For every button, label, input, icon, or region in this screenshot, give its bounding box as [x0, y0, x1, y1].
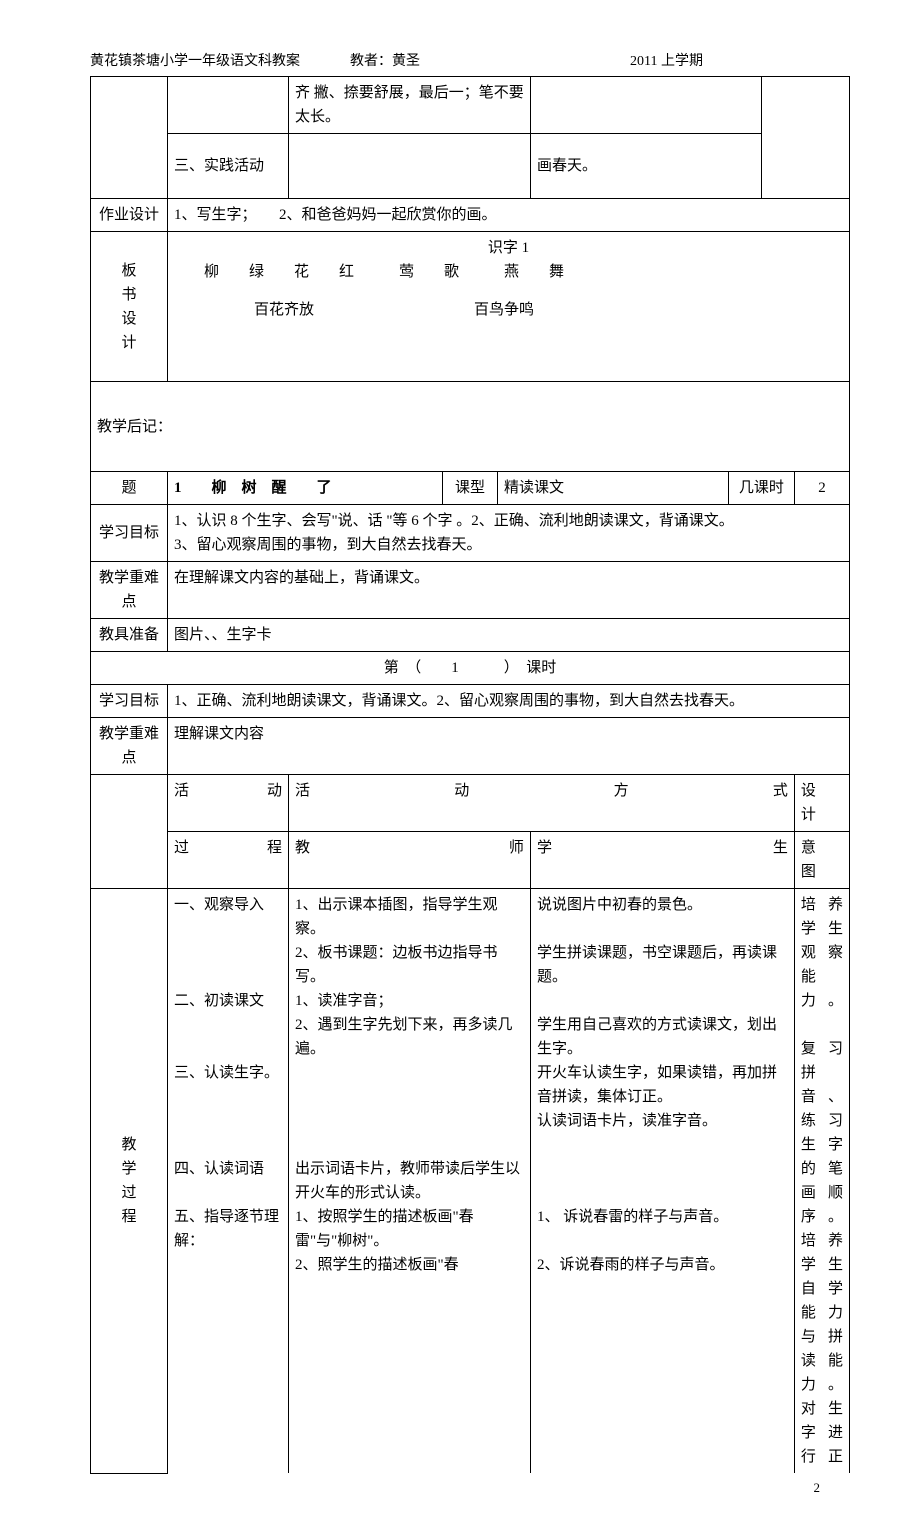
page-container: 黄花镇茶塘小学一年级语文科教案 教者：黄圣 2011 上学期 齐 撇、捺要舒展，…	[0, 0, 920, 1526]
teacher-cell: 齐 撇、捺要舒展，最后一；笔不要太长。	[289, 77, 531, 134]
period-header: 第 （ 1 ） 课时	[91, 652, 850, 685]
keypoint-value: 在理解课文内容的基础上，背诵课文。	[167, 562, 849, 619]
title-value: 1 柳 树 醒 了	[167, 472, 442, 505]
h-activity: 活 动	[167, 775, 288, 832]
keypoint-label: 教学重难 点	[91, 562, 168, 619]
pgoal-value: 1、正确、流利地朗读课文，背诵课文。2、留心观察周围的事物，到大自然去找春天。	[167, 685, 849, 718]
board-content: 识字 1 柳 绿 花 红 莺 歌 燕 舞 百花齐放 百鸟争鸣	[168, 232, 850, 382]
header-school: 黄花镇茶塘小学一年级语文科教案	[90, 50, 350, 70]
prep-value: 图片、、生字卡	[167, 619, 849, 652]
type-label: 课型	[442, 472, 497, 505]
board-design-label: 板 书 设 计	[91, 232, 168, 382]
pkey-l1: 教学重难	[97, 722, 161, 746]
h-method: 活 动 方 式	[288, 775, 794, 832]
table-row: 活 动 活 动 方 式 设 计	[91, 775, 850, 832]
upper-table: 齐 撇、捺要舒展，最后一；笔不要太长。 三、实践活动 画春天。 作业设计 1、写…	[90, 76, 850, 472]
proc-design: 培 养 学生 观 察能力。 复 习 拼音、练习生 字 的笔 画 顺序。 培 养 …	[794, 889, 849, 1474]
header-teacher: 教者：黄圣	[350, 50, 570, 70]
side-char: 教	[97, 1133, 161, 1157]
table-row: 教学重难 点 在理解课文内容的基础上，背诵课文。	[91, 562, 850, 619]
design-cell	[762, 77, 850, 199]
table-row: 第 （ 1 ） 课时	[91, 652, 850, 685]
teaching-postnote: 教学后记：	[91, 382, 850, 472]
pgoal-label: 学习目标	[91, 685, 168, 718]
proc-label-cell	[91, 77, 168, 199]
table-row: 教 学 过 程 一、观察导入 二、初读课文 三、认读生字。 四、认读词语 五、指…	[91, 889, 850, 1474]
side-char: 过	[97, 1181, 161, 1205]
board-char: 设	[97, 307, 161, 331]
table-row: 过 程 教 师 学 生 意 图	[91, 832, 850, 889]
keypoint-l1: 教学重难	[97, 566, 161, 590]
header-term: 2011 上学期	[570, 50, 850, 70]
board-line2: 柳 绿 花 红 莺 歌 燕 舞	[174, 260, 843, 284]
table-row: 作业设计 1、写生字； 2、和爸爸妈妈一起欣赏你的画。	[91, 199, 850, 232]
h-design: 设 计	[794, 775, 849, 832]
side-char: 学	[97, 1157, 161, 1181]
page-header: 黄花镇茶塘小学一年级语文科教案 教者：黄圣 2011 上学期	[90, 50, 850, 70]
table-row: 题 1 柳 树 醒 了 课型 精读课文 几课时 2	[91, 472, 850, 505]
h-proc: 过 程	[167, 832, 288, 889]
h-teacher: 教 师	[288, 832, 530, 889]
table-row: 教学重难 点 理解课文内容	[91, 718, 850, 775]
postnote-label: 教学后记：	[97, 419, 172, 435]
proc-cell: 三、实践活动	[168, 134, 289, 199]
board-line1: 识字 1	[174, 236, 843, 260]
title-label: 题	[91, 472, 168, 505]
pkey-label: 教学重难 点	[91, 718, 168, 775]
proc-side-label: 教 学 过 程	[91, 889, 168, 1474]
student-cell: 画春天。	[531, 134, 762, 199]
board-line3-left: 百花齐放	[254, 298, 474, 322]
student-cell	[531, 77, 762, 134]
pkey-value: 理解课文内容	[167, 718, 849, 775]
periods-label: 几课时	[728, 472, 794, 505]
homework-label: 作业设计	[91, 199, 168, 232]
proc-cell	[168, 77, 289, 134]
proc-teacher: 1、出示课本插图，指导学生观察。 2、板书课题：边板书边指导书写。 1、读准字音…	[288, 889, 530, 1474]
type-value: 精读课文	[497, 472, 728, 505]
proc-steps: 一、观察导入 二、初读课文 三、认读生字。 四、认读词语 五、指导逐节理解：	[167, 889, 288, 1474]
proc-student: 说说图片中初春的景色。 学生拼读课题，书空课题后，再读课题。 学生用自己喜欢的方…	[530, 889, 794, 1474]
periods-value: 2	[794, 472, 849, 505]
table-row: 板 书 设 计 识字 1 柳 绿 花 红 莺 歌 燕 舞 百花齐放 百鸟争鸣	[91, 232, 850, 382]
teacher-cell	[289, 134, 531, 199]
goal-label: 学习目标	[91, 505, 168, 562]
table-row: 齐 撇、捺要舒展，最后一；笔不要太长。	[91, 77, 850, 134]
page-number: 2	[90, 1480, 850, 1496]
table-row: 学习目标 1、认识 8 个生字、会写"说、话 "等 6 个字 。2、正确、流利地…	[91, 505, 850, 562]
board-line3-right: 百鸟争鸣	[474, 298, 534, 322]
board-char: 板	[97, 259, 161, 283]
table-row: 学习目标 1、正确、流利地朗读课文，背诵课文。2、留心观察周围的事物，到大自然去…	[91, 685, 850, 718]
goal-value: 1、认识 8 个生字、会写"说、话 "等 6 个字 。2、正确、流利地朗读课文，…	[167, 505, 849, 562]
side-char: 程	[97, 1205, 161, 1229]
prep-label: 教具准备	[91, 619, 168, 652]
title-bold: 1 柳 树 醒 了	[174, 480, 332, 496]
blank-corner	[91, 775, 168, 889]
table-row: 教具准备 图片、、生字卡	[91, 619, 850, 652]
h-student: 学 生	[530, 832, 794, 889]
homework-content: 1、写生字； 2、和爸爸妈妈一起欣赏你的画。	[168, 199, 850, 232]
h-intent: 意 图	[794, 832, 849, 889]
table-row: 教学后记：	[91, 382, 850, 472]
pkey-l2: 点	[97, 746, 161, 770]
keypoint-l2: 点	[97, 590, 161, 614]
board-char: 计	[97, 331, 161, 355]
board-char: 书	[97, 283, 161, 307]
table-row: 三、实践活动 画春天。	[91, 134, 850, 199]
lesson-table: 题 1 柳 树 醒 了 课型 精读课文 几课时 2 学习目标 1、认识 8 个生…	[90, 471, 850, 1474]
